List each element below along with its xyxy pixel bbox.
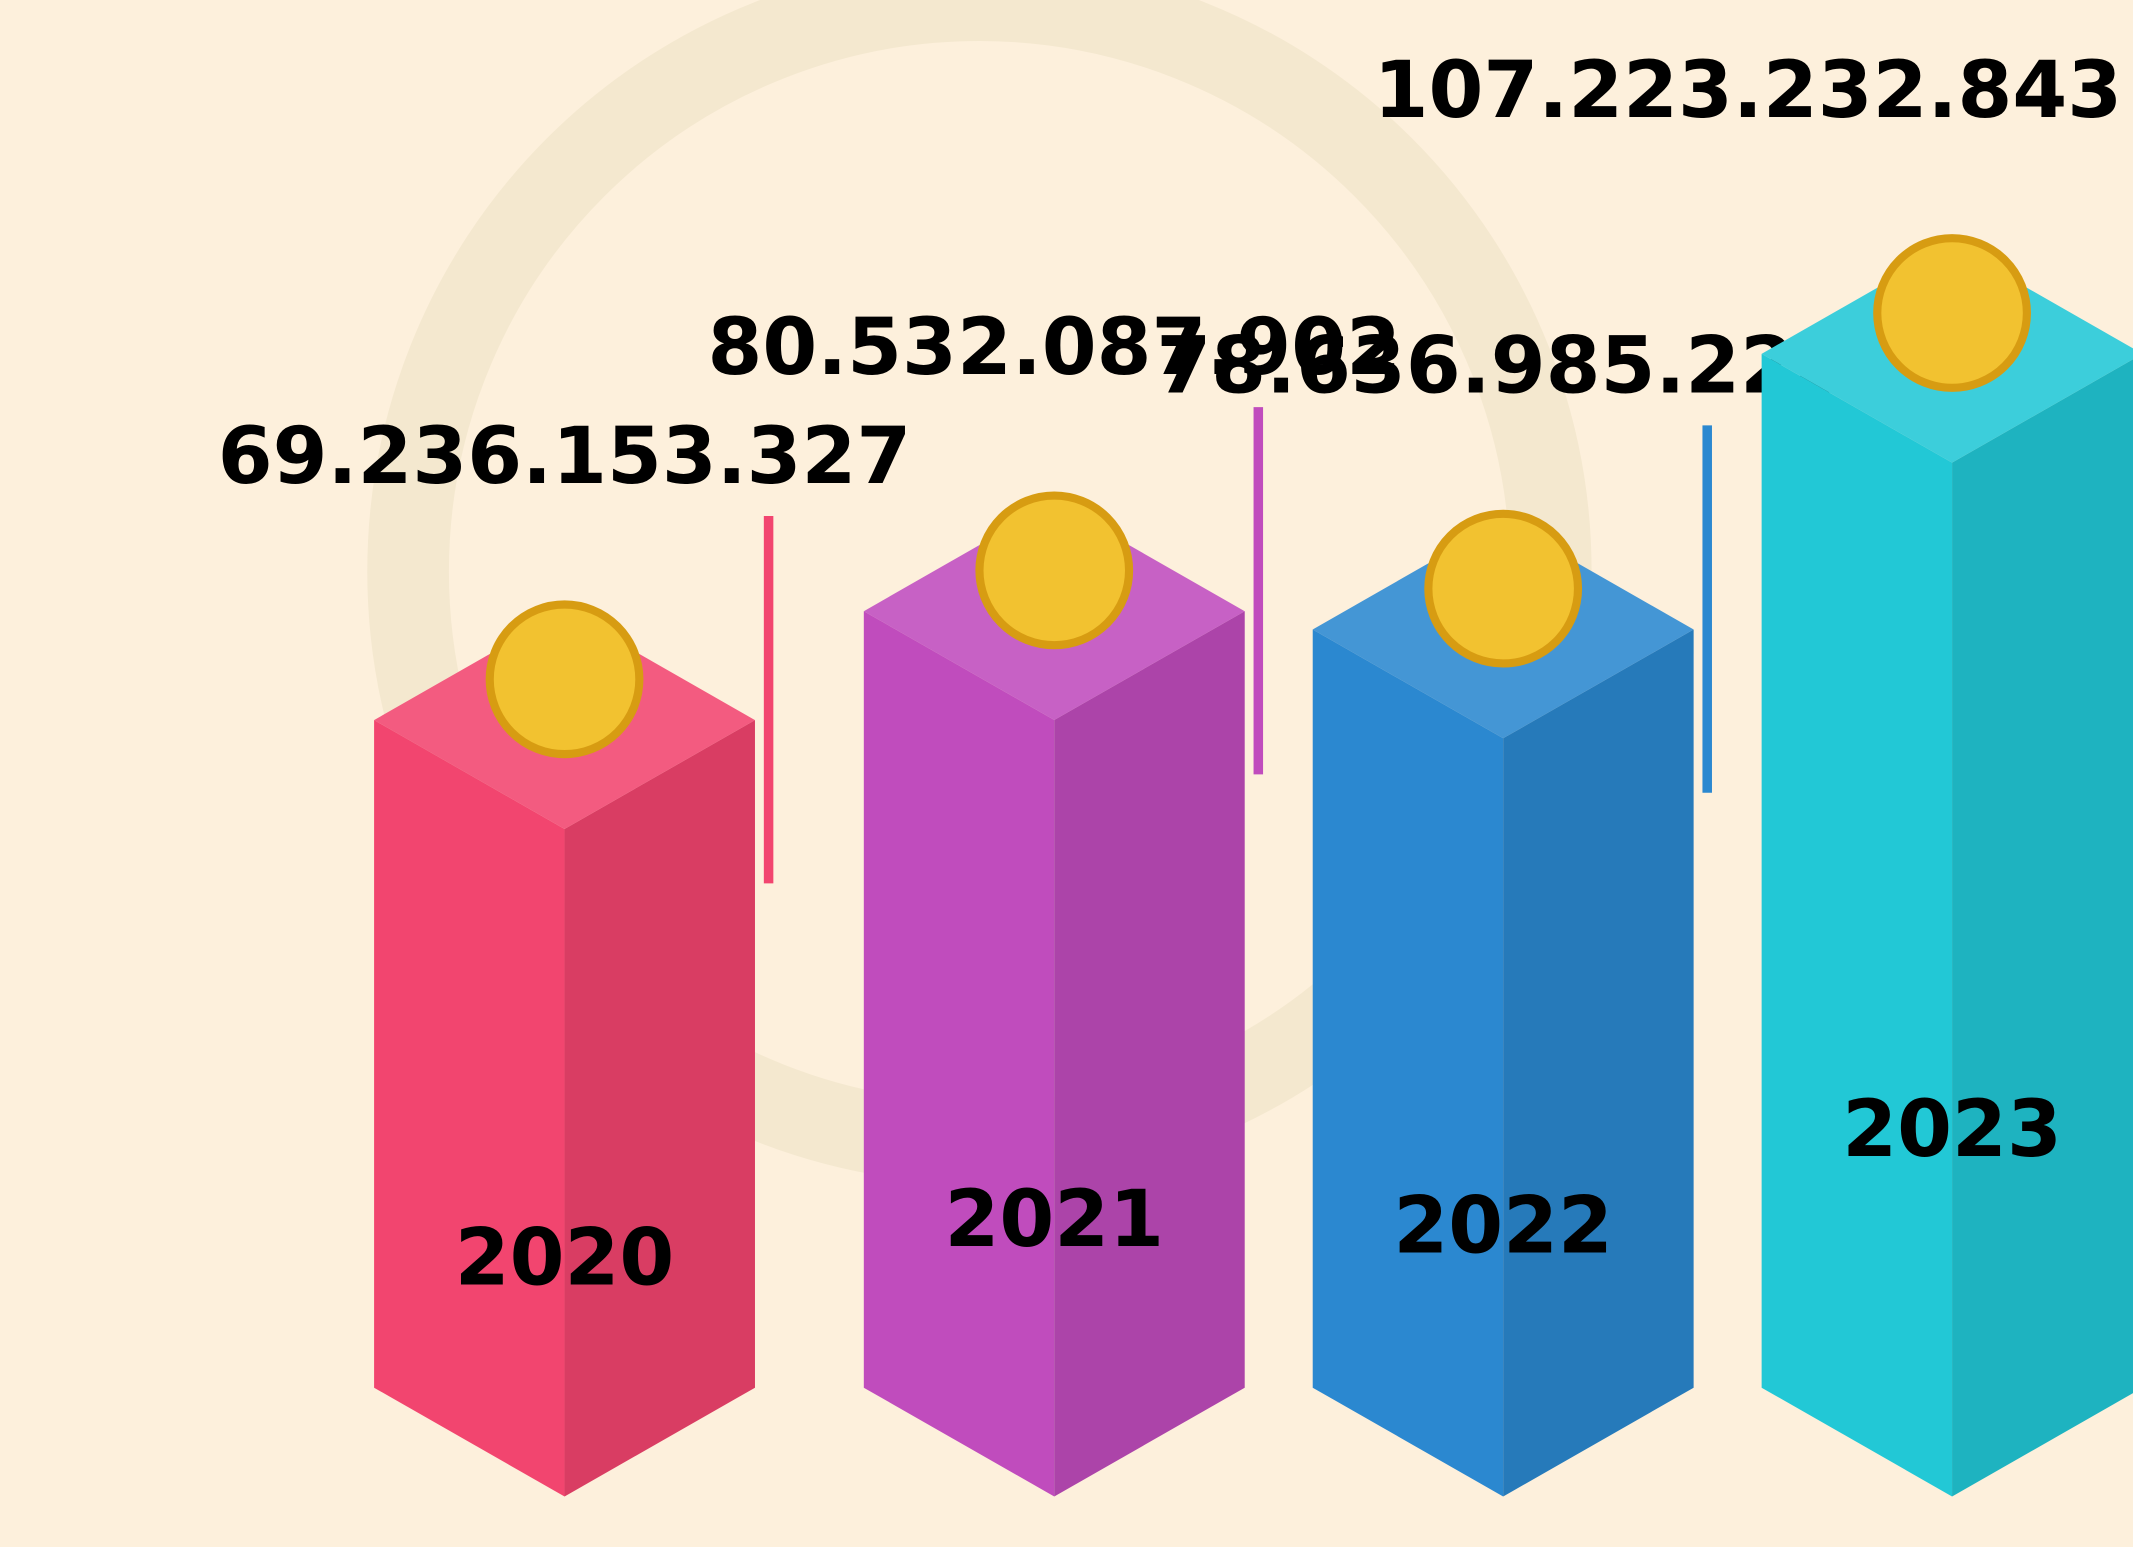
value-label: 107.223.232.843: [1374, 44, 2122, 136]
chart: 202069.236.153.327202180.532.087.9022022…: [0, 0, 2133, 1547]
bar-right-shade: [1952, 354, 2133, 1497]
category-label: 2021: [944, 1173, 1164, 1265]
bar-left-face: [1762, 354, 1952, 1497]
value-label: 78.636.985.220: [1156, 319, 1850, 411]
category-label: 2020: [455, 1211, 675, 1303]
value-label: 69.236.153.327: [218, 410, 912, 502]
coin: [1428, 514, 1578, 664]
bar-right-shade: [1503, 629, 1693, 1496]
coin: [1877, 238, 2027, 388]
bar-left-face: [1313, 629, 1503, 1496]
bar-right-shade: [1054, 611, 1244, 1496]
coin: [490, 604, 640, 754]
bar: [864, 502, 1245, 1496]
page: 202069.236.153.327202180.532.087.9022022…: [0, 0, 2133, 1547]
category-label: 2022: [1393, 1180, 1613, 1272]
bar-right-shade: [565, 720, 755, 1496]
bar: [1762, 245, 2133, 1497]
bar-left-face: [374, 720, 564, 1496]
bar-left-face: [864, 611, 1054, 1496]
category-label: 2023: [1842, 1083, 2062, 1175]
coin: [979, 496, 1129, 646]
